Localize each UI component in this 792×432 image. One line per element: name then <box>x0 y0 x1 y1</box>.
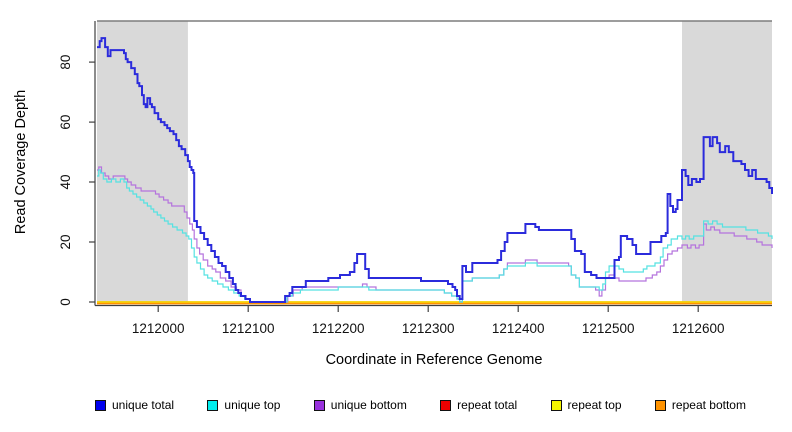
legend-label: unique top <box>224 398 281 412</box>
legend-item-repeat-bottom: repeat bottom <box>654 398 746 412</box>
x-tick-label: 1212200 <box>312 321 365 336</box>
legend-swatch <box>207 399 219 411</box>
legend-swatch <box>654 399 666 411</box>
legend-item-repeat-top: repeat top <box>550 398 622 412</box>
legend-item-repeat-total: repeat total <box>440 399 517 411</box>
y-tick-label: 60 <box>58 115 73 130</box>
x-tick-label: 1212500 <box>582 321 635 336</box>
legend-label: unique total <box>112 398 175 412</box>
series-unique-top <box>97 169 773 303</box>
y-tick-label: 40 <box>58 174 73 189</box>
x-tick-label: 1212000 <box>132 321 185 336</box>
series-unique-total <box>97 37 773 303</box>
legend-label: repeat top <box>567 398 622 412</box>
highlight-band <box>682 21 772 302</box>
y-tick-label: 80 <box>58 55 73 70</box>
x-tick-label: 1212600 <box>672 321 725 336</box>
x-tick-label: 1212300 <box>402 321 455 336</box>
x-axis-title: Coordinate in Reference Genome <box>326 352 543 368</box>
x-tick-label: 1212400 <box>492 321 545 336</box>
y-axis-title: Read Coverage Depth <box>13 90 29 234</box>
y-tick-label: 20 <box>58 234 73 249</box>
legend-label: unique bottom <box>330 398 407 412</box>
legend-swatch <box>95 399 106 411</box>
legend-label: repeat total <box>457 398 518 412</box>
legend-item-unique-top: unique top <box>207 399 280 411</box>
legend-swatch <box>550 399 562 411</box>
legend-label: repeat bottom <box>671 398 746 412</box>
legend-item-unique-bottom: unique bottom <box>313 398 407 412</box>
legend-swatch <box>313 399 325 411</box>
y-tick-label: 0 <box>58 298 73 306</box>
legend: unique total unique top unique bottom repea… <box>95 396 746 414</box>
x-tick-label: 1212100 <box>222 321 275 336</box>
legend-item-unique-total: unique total <box>95 399 174 411</box>
legend-swatch <box>440 399 452 411</box>
highlight-band <box>97 21 188 302</box>
